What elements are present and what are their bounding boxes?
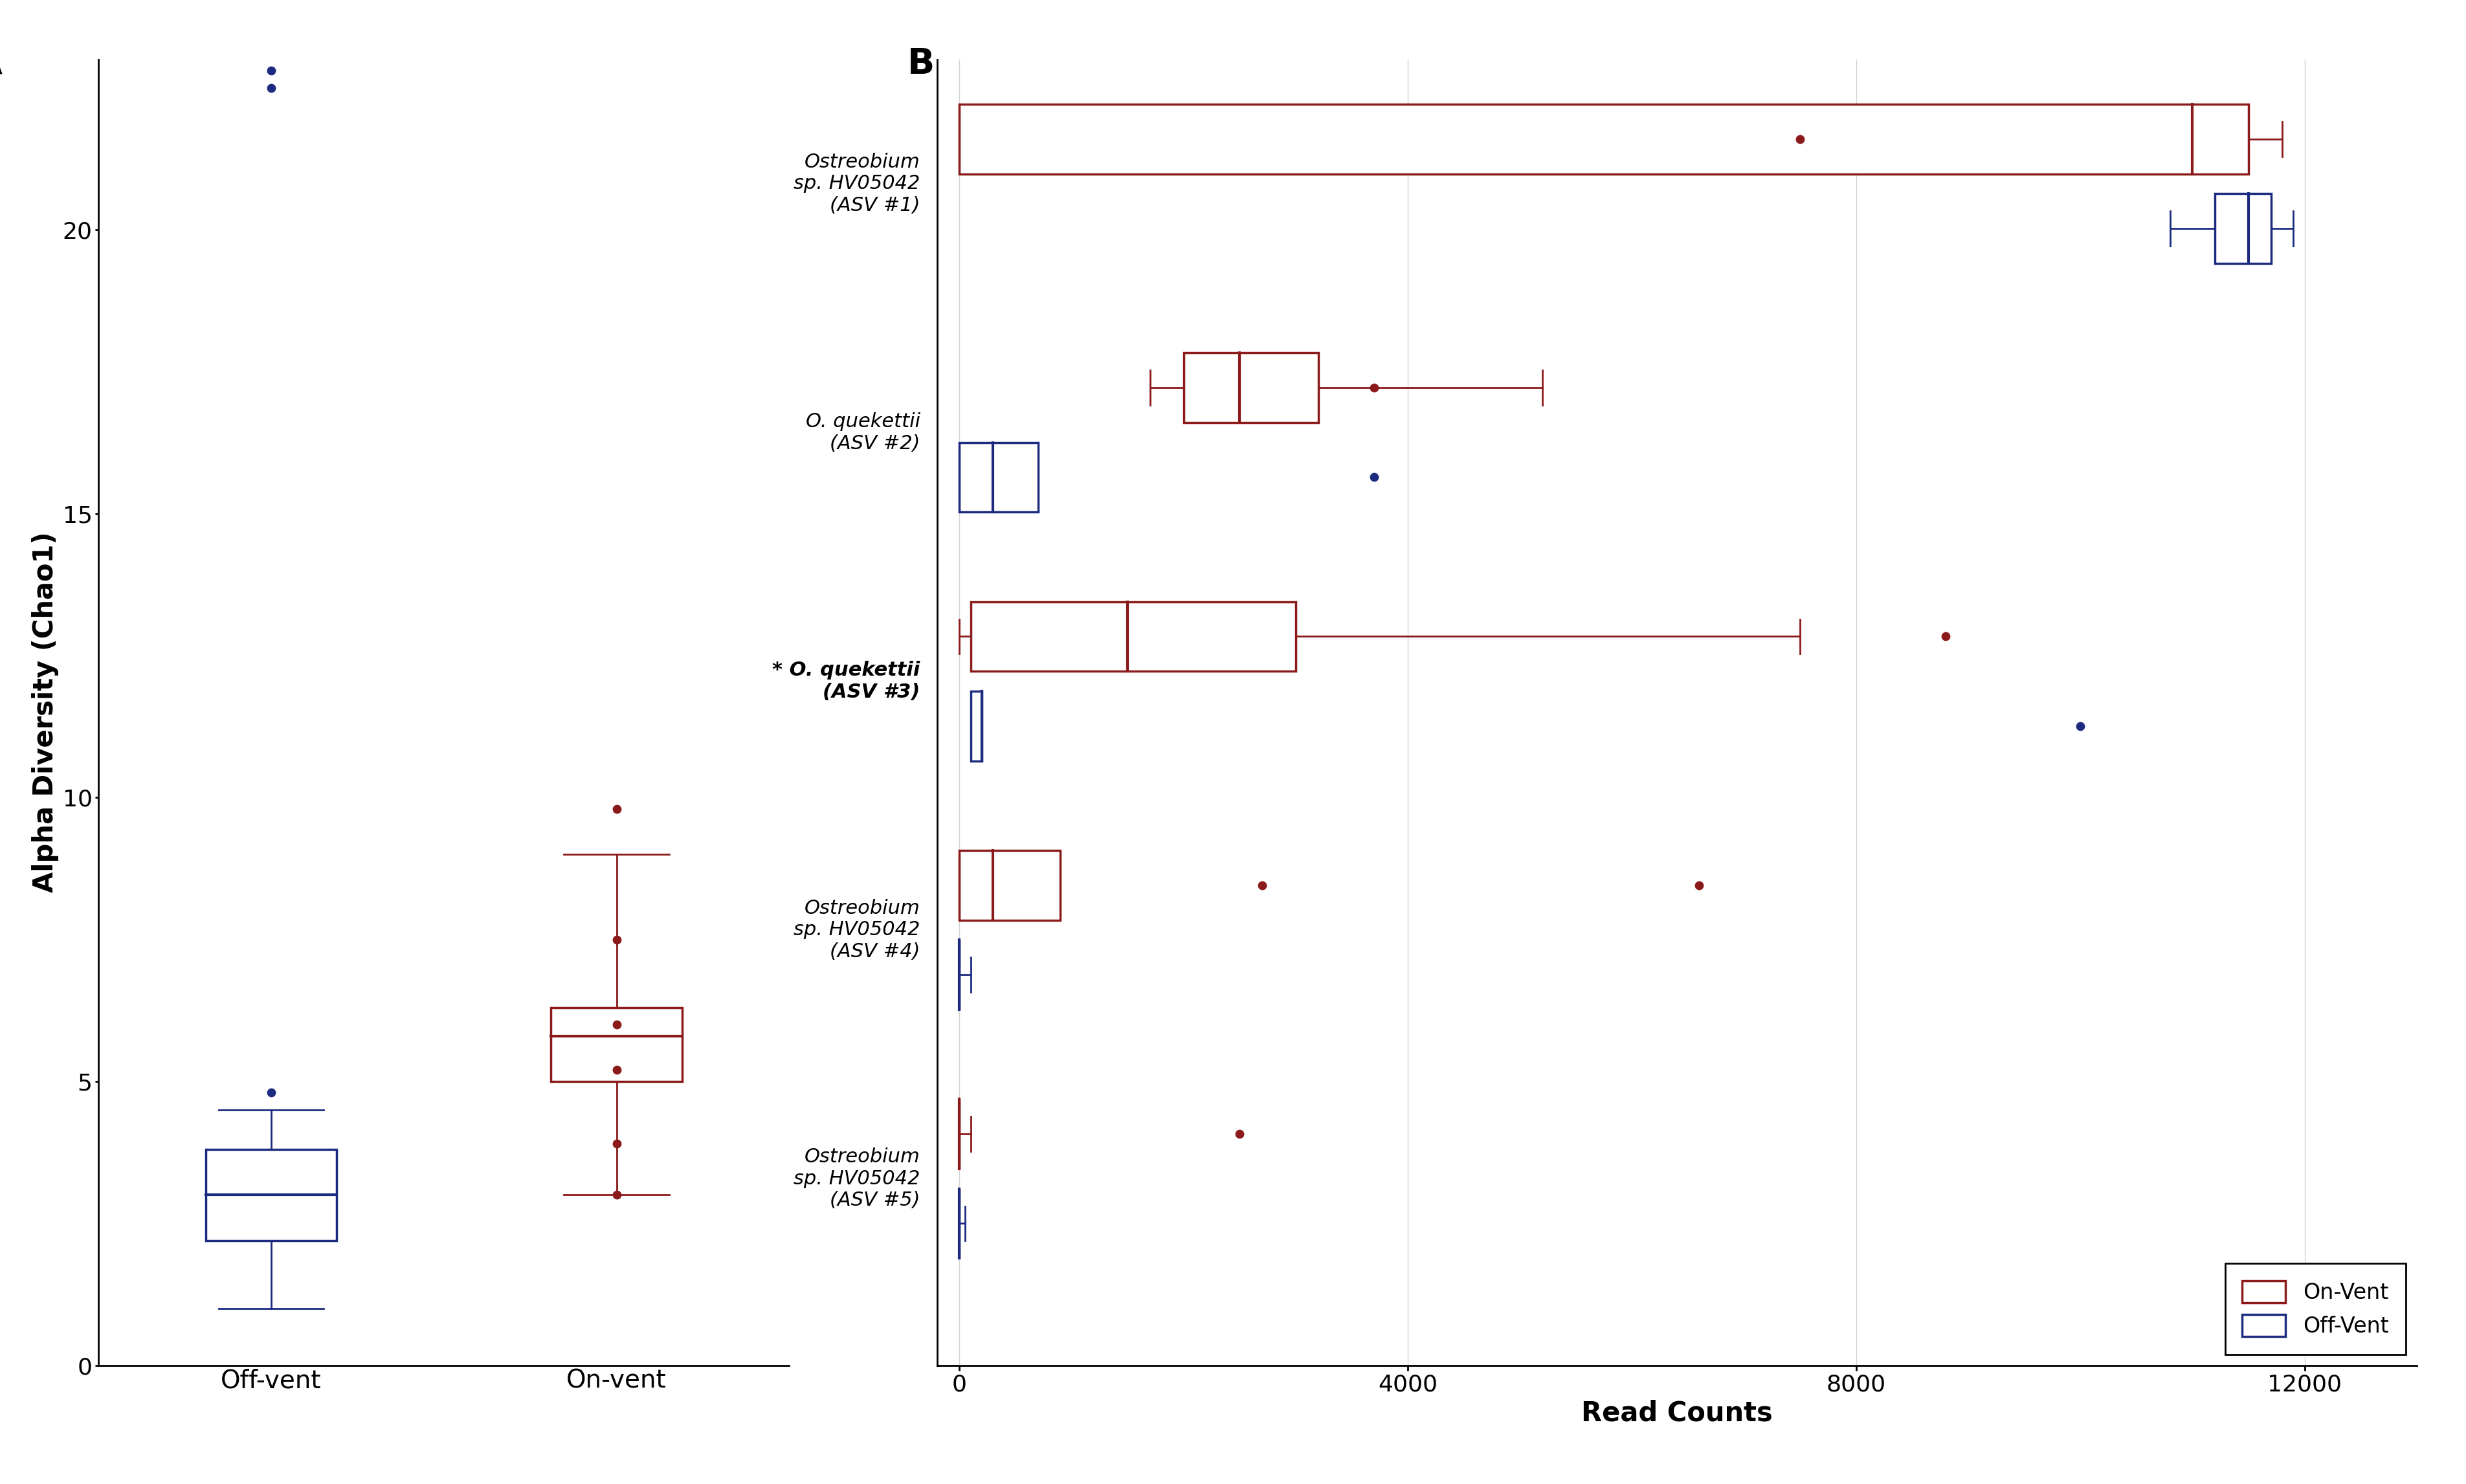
Text: * O. quekettii
(ASV #3): * O. quekettii (ASV #3): [772, 660, 920, 702]
Y-axis label: Alpha Diversity (Chao1): Alpha Diversity (Chao1): [32, 531, 59, 893]
Text: Ostreobium
sp. HV05042
(ASV #5): Ostreobium sp. HV05042 (ASV #5): [794, 1147, 920, 1209]
Point: [1679, 873, 1719, 896]
Bar: [550, 1008, 683, 1082]
Point: [597, 1183, 636, 1206]
Point: [597, 928, 636, 951]
Bar: [972, 601, 1295, 671]
Bar: [959, 104, 2249, 174]
Point: [2062, 714, 2101, 738]
Point: [252, 76, 291, 99]
Bar: [205, 1150, 338, 1241]
Point: [597, 1012, 636, 1036]
Point: [1780, 128, 1820, 151]
Point: [1926, 625, 1965, 649]
Point: [597, 1132, 636, 1156]
Point: [597, 1058, 636, 1082]
Text: Ostreobium
sp. HV05042
(ASV #1): Ostreobium sp. HV05042 (ASV #1): [794, 153, 920, 215]
Point: [252, 59, 291, 83]
Point: [1243, 873, 1282, 896]
Bar: [959, 850, 1060, 920]
Point: [1354, 466, 1393, 490]
Bar: [959, 442, 1038, 512]
X-axis label: Read Counts: Read Counts: [1581, 1399, 1773, 1426]
Text: Ostreobium
sp. HV05042
(ASV #4): Ostreobium sp. HV05042 (ASV #4): [794, 899, 920, 962]
Text: O. quekettii
(ASV #2): O. quekettii (ASV #2): [806, 413, 920, 453]
Bar: [2214, 194, 2271, 263]
Legend: On-Vent, Off-Vent: On-Vent, Off-Vent: [2224, 1263, 2407, 1355]
Bar: [972, 692, 981, 761]
Text: B: B: [907, 46, 935, 82]
Point: [1354, 375, 1393, 399]
Point: [1221, 1122, 1260, 1146]
Point: [252, 1080, 291, 1104]
Bar: [1184, 353, 1319, 423]
Point: [597, 797, 636, 821]
